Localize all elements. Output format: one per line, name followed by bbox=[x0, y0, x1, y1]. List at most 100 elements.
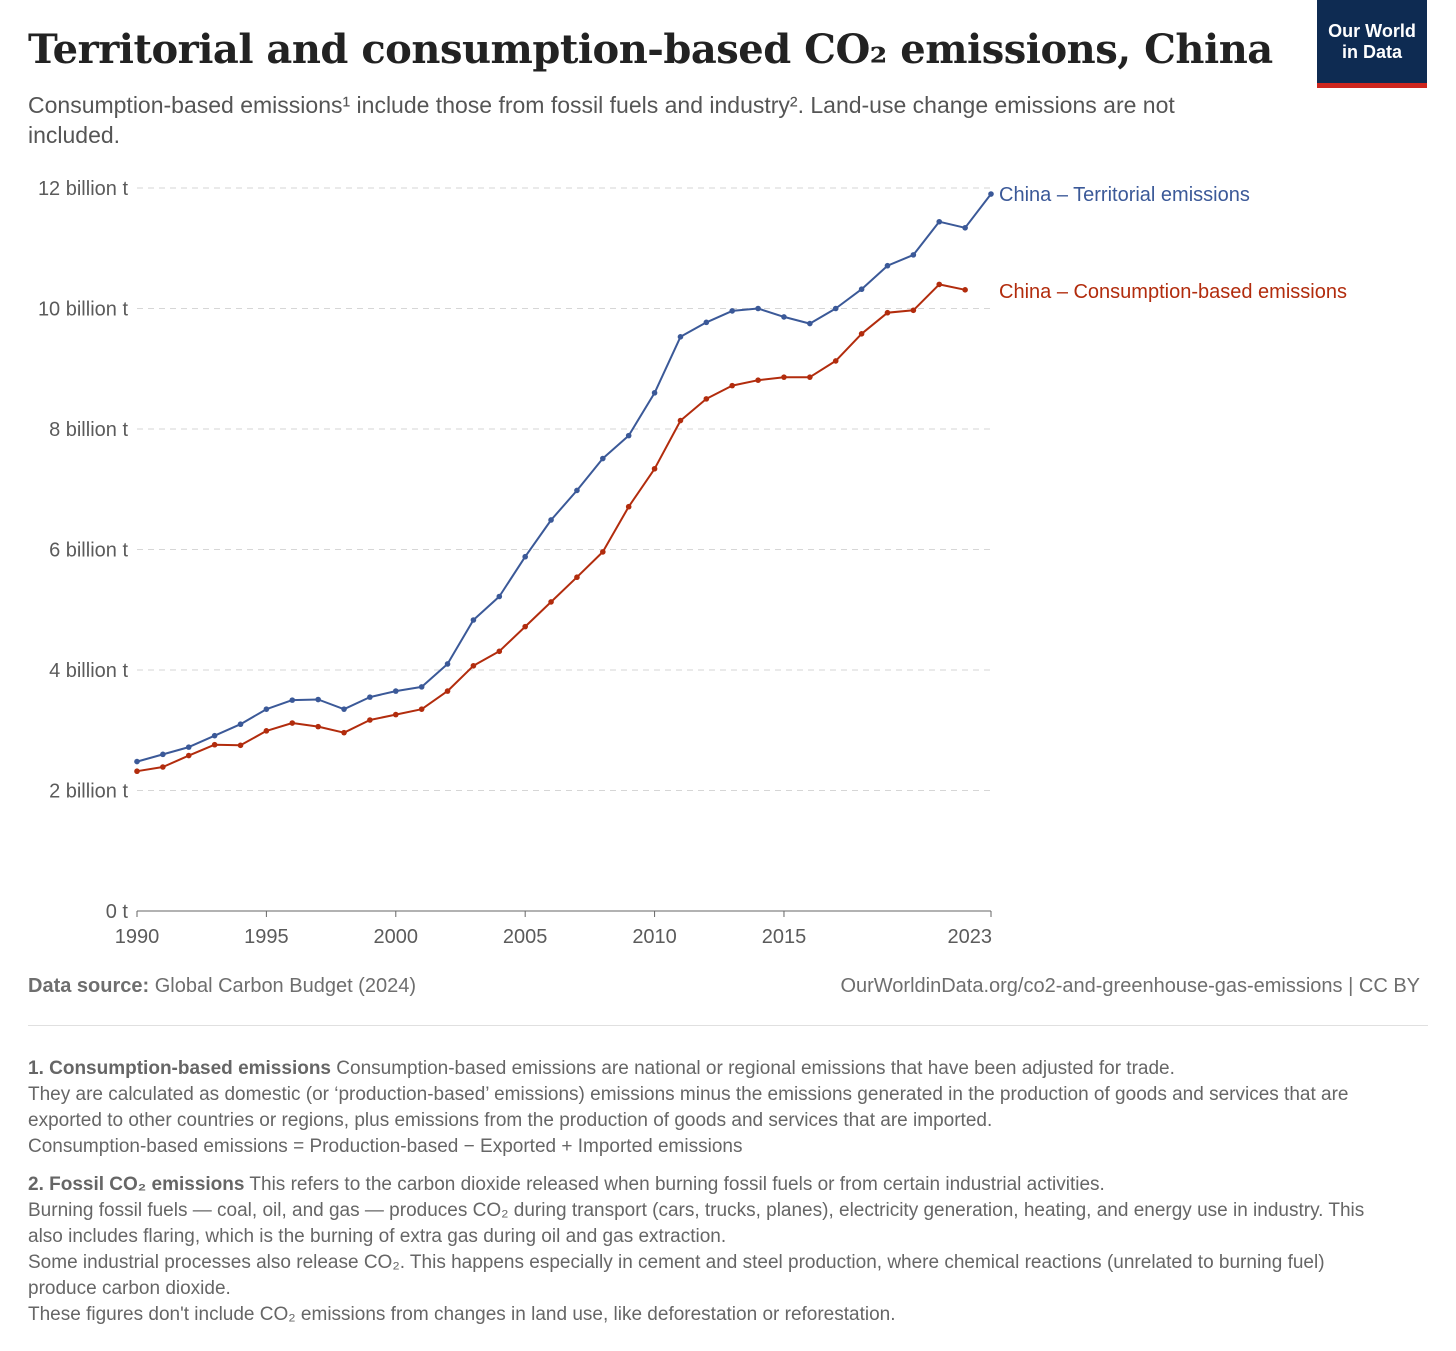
data-point bbox=[496, 593, 503, 600]
data-point bbox=[625, 432, 632, 439]
data-point bbox=[548, 517, 554, 523]
data-point bbox=[367, 694, 373, 700]
data-point bbox=[962, 287, 968, 293]
series-label: China – Consumption-based emissions bbox=[999, 281, 1347, 303]
x-tick-label: 1990 bbox=[115, 926, 160, 948]
data-point bbox=[651, 390, 658, 396]
data-point bbox=[781, 314, 787, 320]
data-point bbox=[988, 191, 994, 197]
footnote-text: This refers to the carbon dioxide releas… bbox=[249, 1174, 1105, 1195]
data-point bbox=[781, 374, 787, 380]
data-point bbox=[729, 308, 736, 314]
data-point bbox=[548, 599, 554, 605]
x-tick-label: 2000 bbox=[374, 926, 419, 948]
data-point bbox=[703, 396, 710, 402]
data-point bbox=[289, 720, 296, 726]
data-point bbox=[444, 661, 451, 667]
data-point bbox=[600, 455, 606, 462]
y-tick-label: 4 billion t bbox=[49, 660, 128, 682]
footnote-text: Burning fossil fuels — coal, oil, and ga… bbox=[28, 1200, 1365, 1247]
source-line: Data source: Global Carbon Budget (2024)… bbox=[28, 975, 1420, 998]
data-point bbox=[858, 286, 865, 293]
data-point bbox=[470, 617, 477, 623]
footnote-2: 2. Fossil CO₂ emissions This refers to t… bbox=[28, 1172, 1388, 1328]
y-tick-label: 0 t bbox=[106, 901, 129, 923]
footnote-text: Consumption-based emissions = Production… bbox=[28, 1136, 743, 1157]
x-tick-label: 2015 bbox=[762, 926, 807, 948]
data-point bbox=[574, 487, 580, 494]
data-point bbox=[936, 218, 943, 225]
series-label: China – Territorial emissions bbox=[999, 184, 1250, 206]
data-point bbox=[263, 728, 270, 734]
data-point bbox=[211, 741, 218, 748]
data-point bbox=[522, 623, 528, 630]
y-tick-label: 6 billion t bbox=[49, 540, 128, 562]
data-point bbox=[470, 662, 477, 669]
owid-logo[interactable]: Our World in Data bbox=[1317, 0, 1427, 88]
data-point bbox=[418, 706, 425, 712]
data-point bbox=[884, 309, 891, 316]
data-point bbox=[367, 717, 373, 723]
data-point bbox=[522, 553, 528, 560]
line-chart: 0 t 2 billion t 4 billion t 6 billion t 8 bi… bbox=[38, 178, 1347, 948]
data-point bbox=[600, 549, 606, 555]
data-point bbox=[341, 706, 347, 712]
data-point bbox=[936, 281, 943, 288]
data-point bbox=[392, 688, 399, 694]
data-point bbox=[237, 742, 244, 749]
logo-line-1: Our World bbox=[1328, 20, 1416, 41]
data-point bbox=[755, 305, 761, 312]
data-point bbox=[910, 307, 917, 314]
footnote-heading: 1. Consumption-based emissions bbox=[28, 1058, 331, 1079]
data-point bbox=[237, 721, 244, 728]
x-tick-label: 2023 bbox=[948, 926, 993, 948]
data-point bbox=[832, 305, 839, 312]
data-point bbox=[341, 729, 347, 736]
data-point bbox=[703, 319, 710, 326]
data-point bbox=[884, 262, 891, 269]
data-point bbox=[858, 331, 865, 337]
data-point bbox=[134, 768, 140, 775]
logo-line-2: in Data bbox=[1341, 41, 1402, 62]
data-point bbox=[134, 758, 140, 765]
data-point bbox=[910, 252, 917, 258]
data-point bbox=[729, 382, 736, 389]
data-point bbox=[807, 374, 813, 380]
license[interactable]: | CC BY bbox=[1348, 975, 1420, 997]
chart-subtitle: Consumption-based emissions¹ include tho… bbox=[28, 92, 1175, 148]
data-point bbox=[444, 688, 451, 694]
data-point bbox=[625, 503, 632, 510]
data-point bbox=[677, 417, 684, 424]
y-tick-label: 2 billion t bbox=[49, 781, 128, 803]
data-point bbox=[185, 752, 192, 759]
source-right: OurWorldinData.org/co2-and-greenhouse-ga… bbox=[840, 975, 1420, 998]
data-point bbox=[185, 744, 192, 750]
divider bbox=[28, 1025, 1428, 1026]
data-point bbox=[315, 723, 321, 730]
source-value: Global Carbon Budget (2024) bbox=[154, 975, 416, 997]
data-point bbox=[392, 711, 399, 718]
footnote-text: These figures don't include CO₂ emission… bbox=[28, 1304, 896, 1325]
data-point bbox=[160, 751, 166, 758]
series-line bbox=[136, 193, 992, 763]
data-point bbox=[832, 358, 839, 364]
footnote-text: Some industrial processes also release C… bbox=[28, 1252, 1325, 1299]
series-line bbox=[136, 283, 966, 773]
footnotes: 1. Consumption-based emissions Consumpti… bbox=[28, 1056, 1388, 1340]
y-tick-label: 8 billion t bbox=[49, 419, 128, 441]
data-point bbox=[677, 334, 684, 340]
data-point bbox=[418, 684, 425, 690]
source-url-link[interactable]: OurWorldinData.org/co2-and-greenhouse-ga… bbox=[840, 975, 1343, 997]
data-point bbox=[289, 697, 296, 703]
x-tick-label: 2010 bbox=[632, 926, 677, 948]
data-point bbox=[263, 706, 270, 712]
data-point bbox=[755, 377, 761, 383]
y-tick-label: 12 billion t bbox=[38, 178, 129, 200]
footnote-text: Consumption-based emissions are national… bbox=[336, 1058, 1175, 1079]
source-label: Data source: bbox=[28, 975, 150, 997]
data-point bbox=[315, 696, 321, 703]
y-tick-label: 10 billion t bbox=[38, 299, 129, 321]
footnote-heading: 2. Fossil CO₂ emissions bbox=[28, 1174, 245, 1195]
footnote-1: 1. Consumption-based emissions Consumpti… bbox=[28, 1056, 1388, 1160]
data-point bbox=[651, 465, 658, 472]
